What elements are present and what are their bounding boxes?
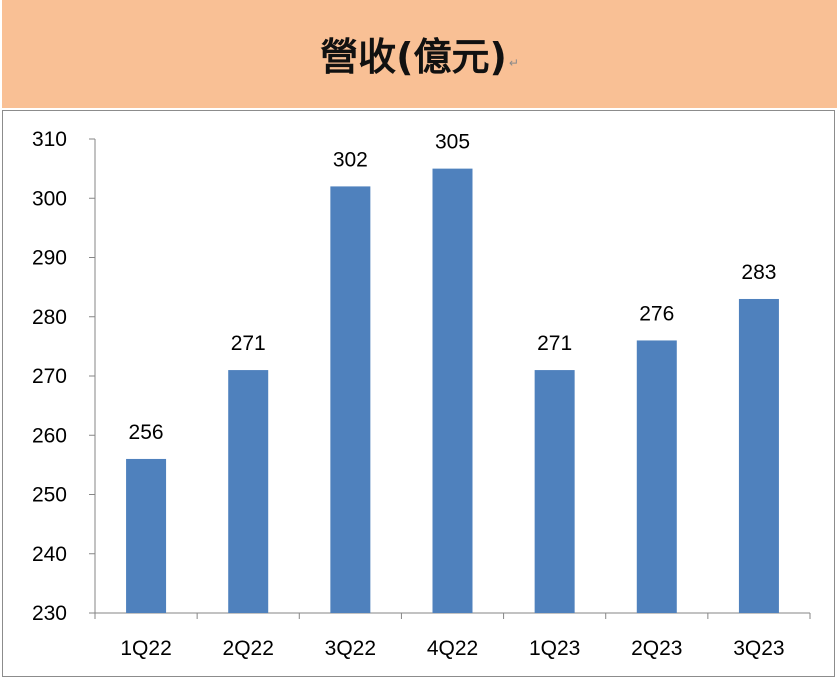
data-label-1Q23: 271 [537, 332, 572, 355]
y-tick-label: 310 [32, 128, 67, 151]
data-label-4Q22: 305 [435, 131, 470, 154]
bar-2Q22 [228, 370, 269, 613]
y-tick-label: 300 [32, 187, 67, 210]
data-label-3Q22: 302 [333, 148, 368, 171]
y-tick-label: 290 [32, 247, 67, 270]
data-label-2Q23: 276 [639, 302, 674, 325]
x-tick-label: 2Q23 [631, 637, 682, 660]
bar-3Q23 [738, 298, 779, 613]
bar-1Q22 [126, 458, 167, 613]
x-tick-label: 2Q22 [223, 637, 274, 660]
data-label-2Q22: 271 [231, 332, 266, 355]
bar-3Q22 [330, 186, 371, 613]
title-banner: 營收(億元) ↵ [2, 0, 837, 108]
bar-1Q23 [534, 370, 575, 613]
x-tick-label: 4Q22 [427, 637, 478, 660]
y-tick-label: 280 [32, 306, 67, 329]
chart-title: 營收(億元) [320, 34, 507, 79]
x-tick-label: 3Q22 [325, 637, 376, 660]
bar-2Q23 [636, 340, 677, 613]
data-label-1Q22: 256 [129, 421, 164, 444]
bar-4Q22 [432, 168, 473, 613]
y-tick-label: 240 [32, 543, 67, 566]
y-tick-label: 230 [32, 602, 67, 625]
y-tick-label: 270 [32, 365, 67, 388]
x-tick-label: 3Q23 [733, 637, 784, 660]
x-tick-label: 1Q22 [120, 637, 171, 660]
paragraph-mark: ↵ [508, 56, 519, 70]
y-tick-label: 260 [32, 424, 67, 447]
y-tick-label: 250 [32, 484, 67, 507]
data-label-3Q23: 283 [741, 261, 776, 284]
x-tick-label: 1Q23 [529, 637, 580, 660]
